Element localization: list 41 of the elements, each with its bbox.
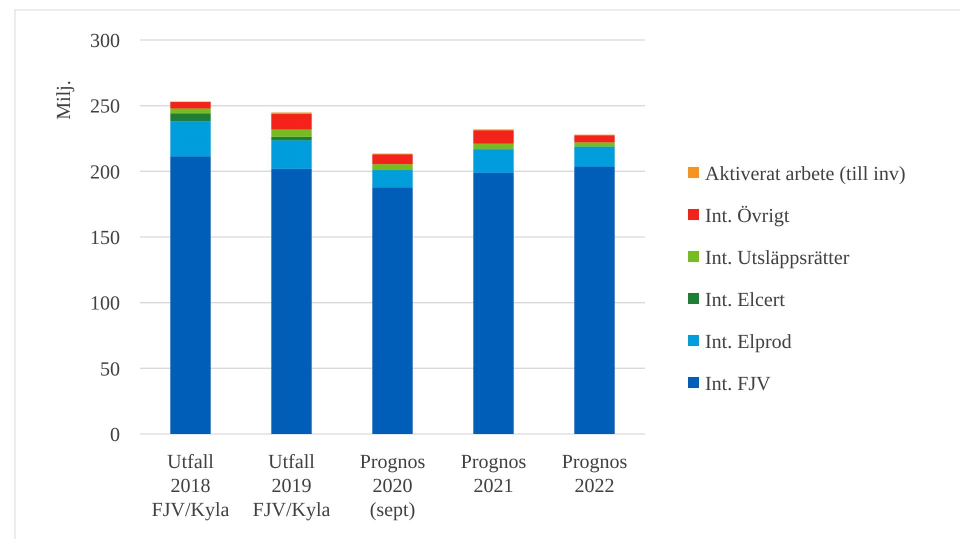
bar [574,146,615,167]
x-tick-label: Utfall 2019 FJV/Kyla [252,451,331,521]
bar [271,168,312,434]
y-tick-label: 150 [90,227,120,249]
bar [271,114,312,130]
x-tick-label: Utfall 2018 FJV/Kyla [152,451,230,521]
y-axis-title: Milj. [53,80,75,120]
bar [473,130,514,144]
bar [372,164,413,170]
legend-label: Int. Elcert [705,289,786,311]
bar [372,154,413,164]
bar [271,136,312,140]
legend-label: Aktiverat arbete (till inv) [705,163,906,185]
bar [372,187,413,434]
legend-label: Int. FJV [705,373,772,395]
bar [372,170,413,188]
x-tick-label: Prognos 2020 (sept) [360,451,426,521]
x-tick-label: Prognos 2021 [460,451,526,497]
x-tick-label: Prognos 2022 [562,451,628,497]
y-tick-label: 250 [90,96,120,118]
legend-label: Int. Övrigt [705,205,790,227]
y-tick-label: 100 [90,292,120,315]
bar [473,149,514,173]
bar [271,140,312,169]
bar [574,135,615,142]
y-tick-label: 300 [90,30,120,52]
bar [170,102,211,108]
bar [574,142,615,147]
y-tick-label: 200 [90,161,120,184]
bar [170,108,211,114]
bar [574,166,615,434]
bar [170,121,211,156]
bar [473,172,514,434]
bar [170,156,211,434]
legend-label: Int. Elprod [705,331,792,353]
bar [170,113,211,122]
bar [271,129,312,137]
y-tick-label: 50 [100,358,120,380]
y-tick-label: 0 [110,424,120,446]
legend-label: Int. Utsläppsrätter [705,247,850,269]
bar [473,143,514,150]
